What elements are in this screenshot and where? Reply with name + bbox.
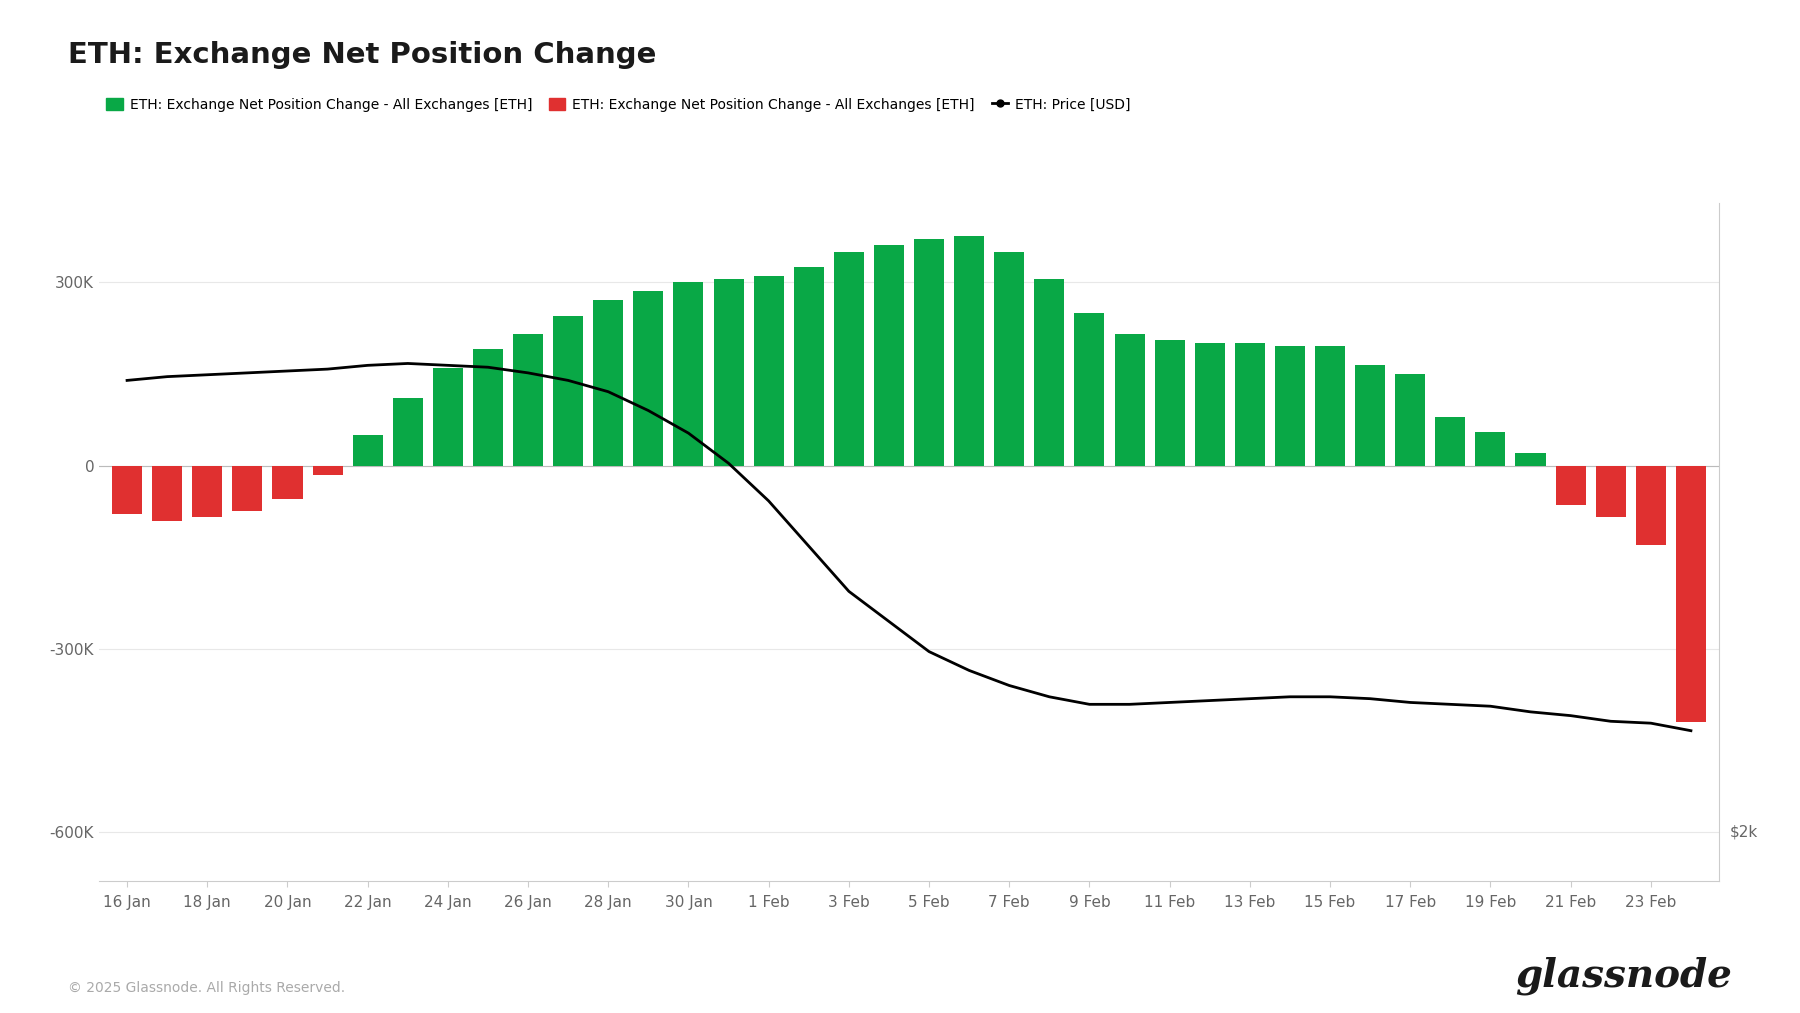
Text: © 2025 Glassnode. All Rights Reserved.: © 2025 Glassnode. All Rights Reserved. bbox=[68, 981, 346, 995]
Bar bbox=[553, 316, 583, 466]
Bar bbox=[1636, 466, 1665, 545]
Bar bbox=[1595, 466, 1625, 518]
Bar bbox=[272, 466, 302, 499]
Bar bbox=[232, 466, 263, 512]
Legend: ETH: Exchange Net Position Change - All Exchanges [ETH], ETH: Exchange Net Posit: ETH: Exchange Net Position Change - All … bbox=[106, 97, 1130, 111]
Bar bbox=[392, 398, 423, 466]
Bar bbox=[112, 466, 142, 515]
Bar bbox=[313, 466, 342, 475]
Bar bbox=[1195, 343, 1224, 466]
Bar bbox=[673, 282, 704, 466]
Bar bbox=[1476, 432, 1505, 466]
Text: $2k: $2k bbox=[1730, 825, 1759, 840]
Bar bbox=[473, 349, 502, 466]
Bar bbox=[153, 466, 182, 521]
Bar bbox=[1114, 334, 1145, 466]
Bar bbox=[1395, 374, 1426, 466]
Bar bbox=[1316, 346, 1345, 466]
Bar bbox=[954, 236, 985, 466]
Bar bbox=[1075, 313, 1105, 466]
Text: ETH: Exchange Net Position Change: ETH: Exchange Net Position Change bbox=[68, 41, 657, 69]
Bar bbox=[1274, 346, 1305, 466]
Bar bbox=[1355, 365, 1386, 466]
Bar bbox=[754, 276, 783, 466]
Text: glassnode: glassnode bbox=[1516, 956, 1732, 995]
Bar bbox=[875, 245, 904, 466]
Bar bbox=[594, 301, 623, 466]
Bar bbox=[513, 334, 544, 466]
Bar bbox=[1235, 343, 1265, 466]
Bar bbox=[833, 251, 864, 466]
Bar bbox=[353, 435, 383, 466]
Bar bbox=[1516, 453, 1546, 466]
Bar bbox=[1435, 416, 1465, 466]
Bar bbox=[1035, 279, 1064, 466]
Bar bbox=[914, 239, 943, 466]
Bar bbox=[794, 266, 824, 466]
Bar bbox=[713, 279, 743, 466]
Bar bbox=[1154, 340, 1184, 466]
Bar bbox=[432, 368, 463, 466]
Bar bbox=[1676, 466, 1706, 722]
Bar bbox=[193, 466, 223, 518]
Bar bbox=[634, 292, 664, 466]
Bar bbox=[994, 251, 1024, 466]
Bar bbox=[1555, 466, 1586, 505]
